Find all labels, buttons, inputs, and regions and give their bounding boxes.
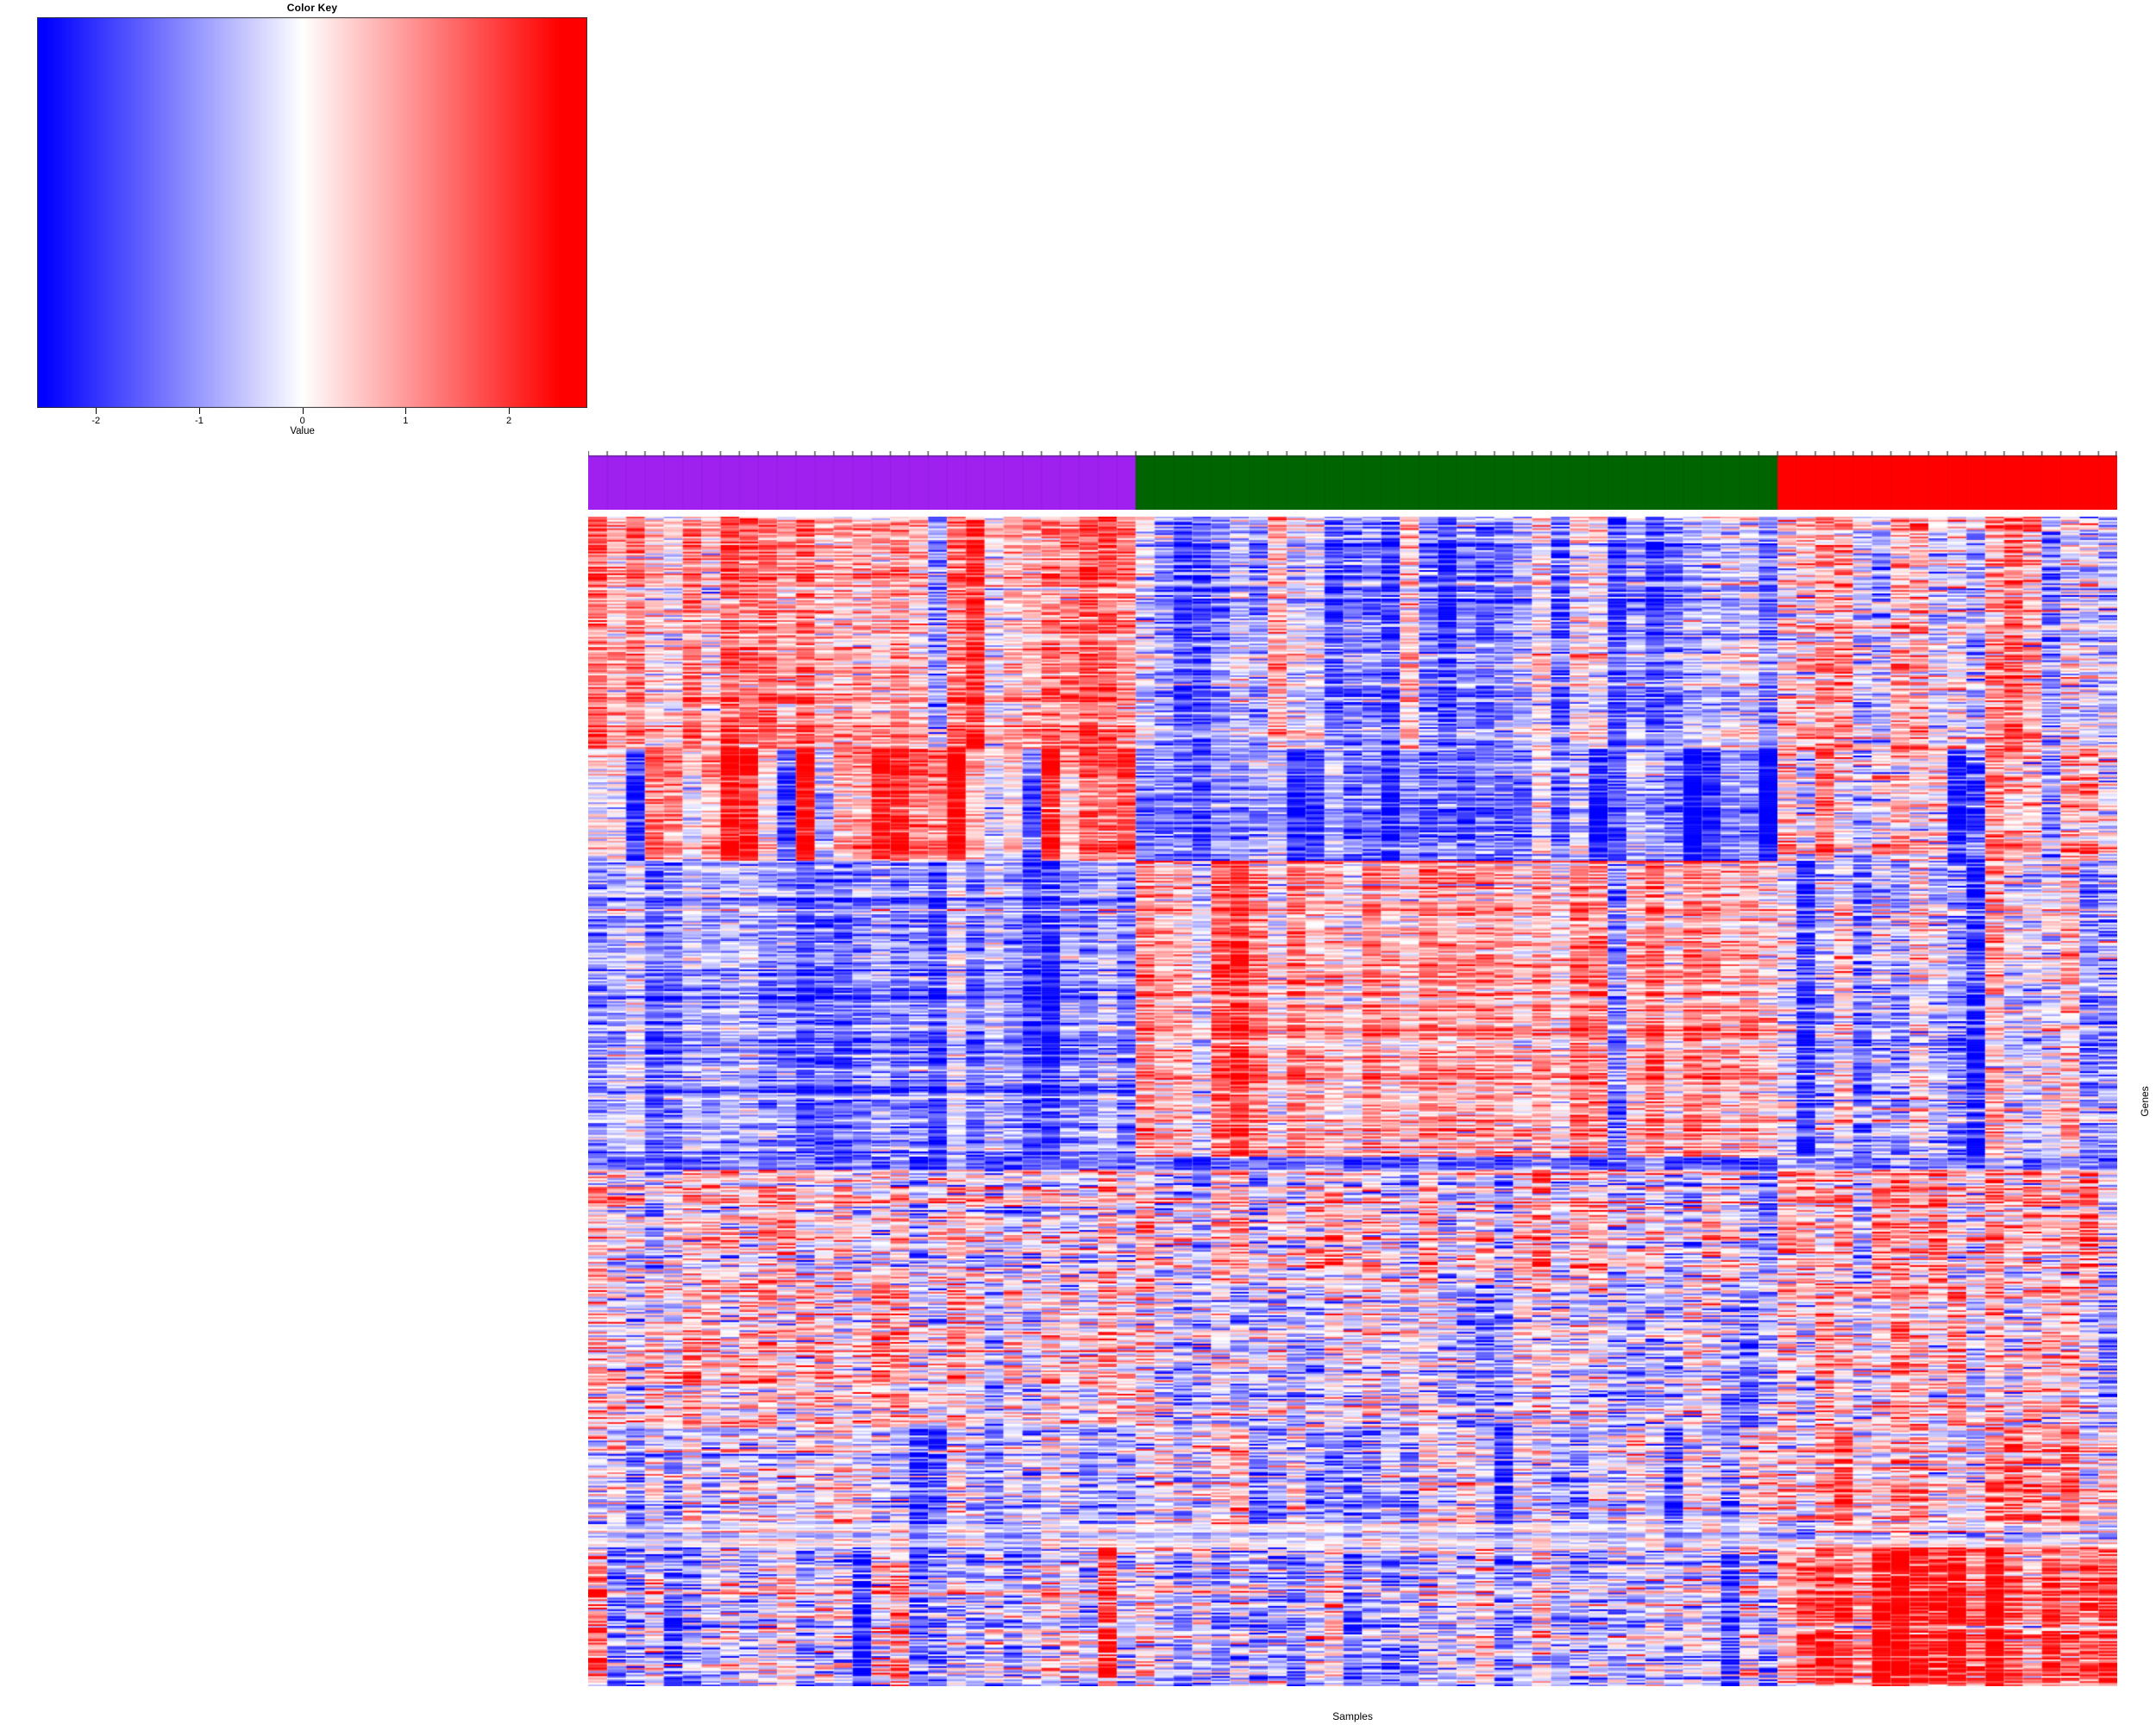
key-tick-label: -2 — [91, 416, 101, 426]
color-key-gradient-canvas — [37, 17, 587, 408]
key-tick-label: 0 — [299, 416, 305, 426]
key-tick — [96, 408, 97, 414]
color-key-axis: -2 -1 0 1 2 Value — [37, 408, 587, 447]
column-group-color-bar — [588, 451, 2117, 510]
color-key-title: Color Key — [286, 2, 338, 14]
key-tick — [405, 408, 407, 414]
key-tick — [509, 408, 511, 414]
key-tick — [302, 408, 304, 414]
key-tick-label: 2 — [505, 416, 512, 426]
heatmap-body-canvas — [588, 517, 2117, 1686]
y-axis-label: Genes — [2139, 1086, 2151, 1117]
key-tick-label: 1 — [403, 416, 409, 426]
key-tick-label: -1 — [195, 416, 204, 426]
color-key-axis-label: Value — [290, 426, 315, 436]
key-tick — [198, 408, 200, 414]
x-axis-label: Samples — [1332, 1710, 1373, 1722]
